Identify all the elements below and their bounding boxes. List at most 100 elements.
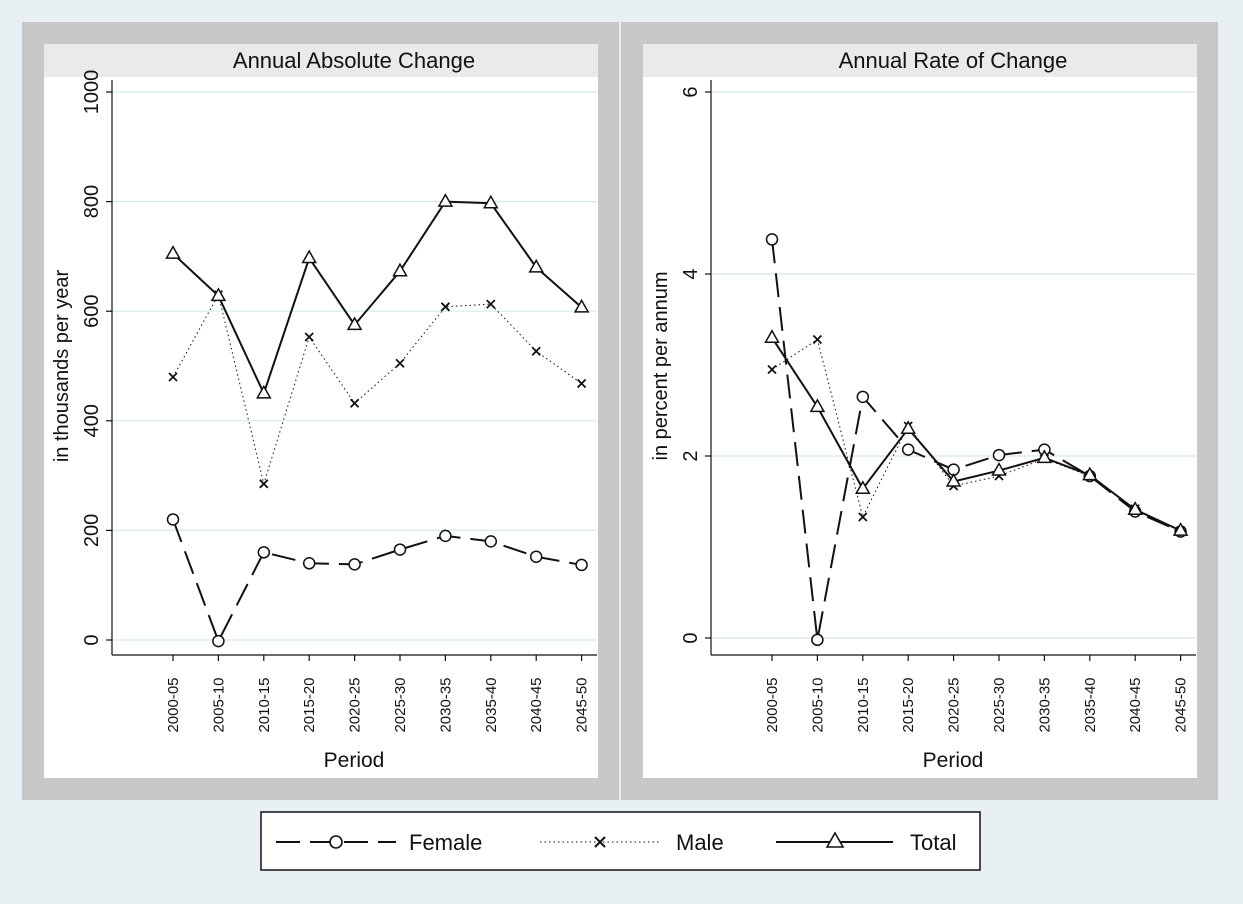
x-tick-label: 2005-10	[809, 677, 826, 732]
legend-item-male: Male	[540, 830, 724, 855]
data-point	[765, 233, 779, 246]
data-point	[304, 332, 314, 342]
legend-item-total: Total	[776, 830, 956, 855]
x-axis-label: Period	[923, 749, 984, 772]
series-total	[764, 329, 1189, 536]
data-point	[901, 443, 915, 456]
data-point	[528, 258, 544, 273]
data-point	[257, 546, 271, 559]
data-point	[812, 334, 823, 345]
x-tick-label: 2010-15	[855, 677, 872, 732]
x-tick-label: 2045-50	[574, 677, 591, 732]
x-tick-label: 2030-35	[437, 677, 454, 732]
x-tick-label: 2035-40	[1082, 677, 1099, 732]
x-tick-label: 2035-40	[483, 677, 500, 732]
data-point	[991, 462, 1007, 476]
series-line	[172, 294, 582, 485]
series-line	[172, 519, 582, 643]
y-axis-label: in thousands per year	[51, 269, 73, 462]
x-tick-label: 2015-20	[301, 677, 318, 732]
data-point	[301, 249, 317, 264]
data-point	[165, 245, 181, 259]
y-tick-label: 800	[81, 185, 103, 218]
panel-absolute-change: Annual Absolute Change Period in thousan…	[22, 22, 619, 800]
data-point	[767, 364, 777, 375]
data-point	[393, 543, 407, 556]
y-tick-label: 4	[680, 268, 702, 279]
x-tick-label: 2010-15	[256, 677, 273, 732]
data-point	[256, 384, 272, 399]
data-point	[811, 633, 824, 647]
panel-inner	[643, 44, 1197, 778]
x-tick-label: 2040-45	[528, 677, 545, 732]
data-point	[1127, 501, 1143, 515]
series-line	[172, 200, 583, 395]
data-point	[437, 193, 454, 207]
data-point	[858, 512, 868, 522]
legend-label: Total	[910, 830, 956, 855]
data-point	[348, 558, 361, 571]
triangle-marker-icon	[825, 831, 845, 848]
series-line	[771, 337, 1182, 532]
legend-label: Female	[409, 830, 482, 855]
y-tick-label: 1000	[81, 70, 103, 115]
x-tick-label: 2025-30	[991, 677, 1008, 732]
data-point	[212, 634, 225, 648]
panel-title-strip	[643, 44, 1197, 77]
y-tick-label: 0	[81, 634, 103, 645]
data-point	[483, 194, 499, 209]
x-tick-label: 2015-20	[900, 677, 917, 732]
series-total	[165, 193, 590, 399]
y-tick-label: 600	[81, 295, 103, 328]
x-tick-label: 2025-30	[392, 677, 409, 732]
data-point	[346, 316, 363, 331]
x-tick-label: 2005-10	[210, 677, 227, 732]
x-axis-label: Period	[324, 749, 385, 772]
data-point	[576, 378, 587, 389]
legend-label: Male	[676, 830, 724, 855]
data-point	[531, 346, 541, 356]
data-point	[166, 513, 180, 526]
panel-title: Annual Absolute Change	[233, 48, 475, 73]
data-point	[302, 557, 316, 570]
series-female	[765, 233, 1187, 647]
series-female	[166, 513, 588, 648]
legend-item-female: Female	[276, 830, 482, 855]
panel-title: Annual Rate of Change	[839, 48, 1068, 73]
data-point	[484, 535, 498, 548]
x-tick-label: 2000-05	[165, 677, 182, 732]
data-point	[486, 299, 496, 309]
cross-marker-icon	[594, 836, 606, 848]
data-point	[992, 448, 1006, 462]
panel-title-strip	[44, 44, 598, 77]
panel-rate-of-change: Annual Rate of Change Period in percent …	[621, 22, 1218, 800]
data-point	[1172, 522, 1189, 536]
data-point	[809, 398, 826, 413]
data-point	[529, 550, 543, 563]
data-point	[1082, 466, 1098, 481]
data-point	[900, 420, 916, 434]
data-point	[856, 390, 870, 404]
data-point	[764, 329, 780, 343]
x-tick-label: 2020-25	[946, 677, 963, 732]
data-point	[392, 262, 408, 277]
y-tick-label: 400	[81, 404, 103, 437]
data-point	[168, 372, 178, 382]
data-point	[855, 480, 871, 495]
y-axis-label: in percent per annum	[650, 271, 672, 460]
data-point	[945, 472, 962, 487]
data-point	[439, 529, 452, 543]
data-point	[573, 298, 590, 313]
legend: Female Male Total	[260, 811, 981, 871]
x-tick-label: 2040-45	[1127, 677, 1144, 732]
x-tick-label: 2045-50	[1173, 677, 1190, 732]
series-line	[771, 239, 1182, 641]
data-point	[259, 479, 269, 489]
panel-inner	[44, 44, 598, 778]
data-point	[440, 302, 451, 312]
x-tick-label: 2030-35	[1036, 677, 1053, 732]
data-point	[1036, 449, 1053, 464]
y-tick-label: 2	[680, 450, 702, 461]
data-point	[395, 358, 405, 368]
